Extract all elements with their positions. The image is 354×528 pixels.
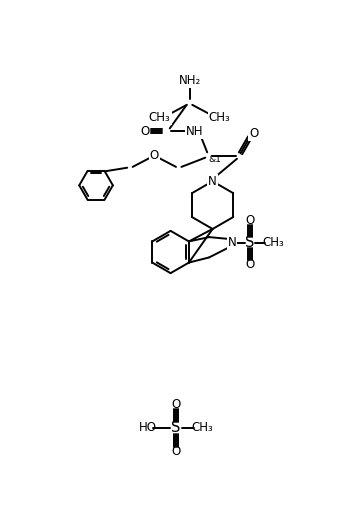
Text: O: O (140, 125, 149, 138)
Text: O: O (250, 127, 259, 140)
Text: CH₃: CH₃ (209, 111, 230, 124)
Text: CH₃: CH₃ (263, 236, 285, 249)
Text: S: S (171, 420, 181, 436)
Text: O: O (245, 214, 255, 227)
Text: O: O (150, 149, 159, 162)
Text: CH₃: CH₃ (149, 111, 171, 124)
Text: O: O (171, 445, 181, 458)
Text: HO: HO (138, 421, 156, 435)
Text: CH₃: CH₃ (192, 421, 213, 435)
Text: O: O (245, 258, 255, 271)
Text: N: N (208, 175, 217, 188)
Text: NH: NH (186, 125, 204, 138)
Text: N: N (208, 175, 217, 188)
Text: S: S (245, 235, 255, 250)
Text: O: O (171, 398, 181, 411)
Text: &1: &1 (209, 155, 222, 164)
Text: N: N (228, 236, 236, 249)
Text: NH₂: NH₂ (178, 74, 201, 88)
